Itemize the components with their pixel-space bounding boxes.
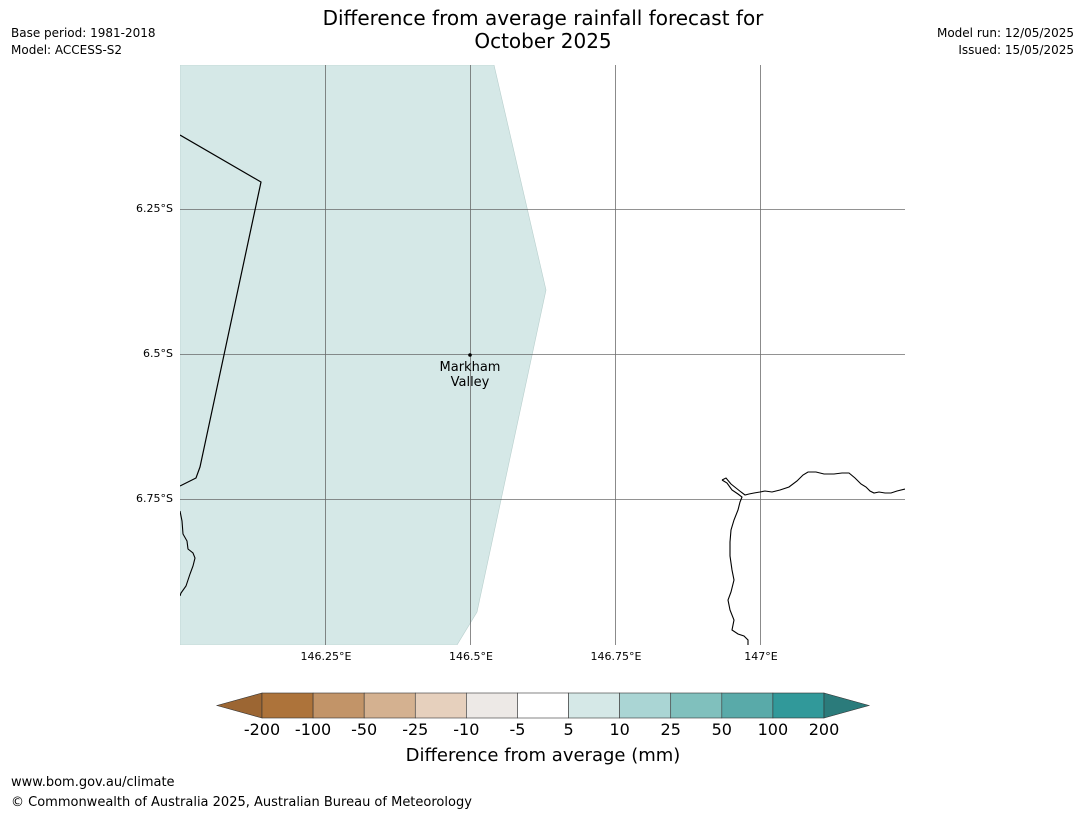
lat-label-6-25: 6.25°S bbox=[136, 202, 173, 215]
lon-label-146-25: 146.25°E bbox=[300, 650, 352, 663]
colorbar-tick-label: -25 bbox=[402, 720, 429, 739]
colorbar-tick-label: 5 bbox=[563, 720, 574, 739]
colorbar-swatch bbox=[312, 692, 365, 719]
footer-url: www.bom.gov.au/climate bbox=[11, 775, 175, 790]
footer-copyright: © Commonwealth of Australia 2025, Austra… bbox=[11, 795, 472, 810]
header-right: Model run: 12/05/2025 Issued: 15/05/2025 bbox=[937, 25, 1074, 59]
colorbar-tick-label: -100 bbox=[294, 720, 332, 739]
issued-text: Issued: 15/05/2025 bbox=[958, 43, 1074, 57]
map-title: Difference from average rainfall forecas… bbox=[243, 7, 843, 53]
coastline-peninsula bbox=[721, 479, 749, 645]
boundary-line bbox=[180, 134, 262, 487]
lat-label-6-5: 6.5°S bbox=[143, 347, 173, 360]
title-line-1: Difference from average rainfall forecas… bbox=[322, 6, 764, 30]
colorbar-title: Difference from average (mm) bbox=[405, 745, 681, 766]
colorbar-tick-label: -50 bbox=[351, 720, 378, 739]
colorbar-tick-label: -200 bbox=[243, 720, 281, 739]
place-label: Markham Valley bbox=[420, 360, 520, 390]
colorbar-swatch bbox=[619, 692, 672, 719]
lat-label-6-75: 6.75°S bbox=[136, 492, 173, 505]
lon-label-146-75: 146.75°E bbox=[590, 650, 642, 663]
colorbar-extend-low bbox=[215, 692, 263, 719]
colorbar-swatch bbox=[466, 692, 518, 719]
colorbar-swatch bbox=[670, 692, 723, 719]
place-marker bbox=[468, 353, 472, 357]
lon-label-147: 147°E bbox=[744, 650, 778, 663]
base-period-text: Base period: 1981-2018 bbox=[11, 26, 156, 40]
colorbar-tick-label: 25 bbox=[660, 720, 681, 739]
place-name-line-2: Valley bbox=[450, 375, 490, 390]
title-line-2: October 2025 bbox=[474, 29, 612, 53]
colorbar-tick-label: 200 bbox=[808, 720, 840, 739]
west-coastline bbox=[180, 510, 196, 597]
model-run-text: Model run: 12/05/2025 bbox=[936, 26, 1074, 40]
header-left: Base period: 1981-2018 Model: ACCESS-S2 bbox=[11, 25, 156, 59]
place-name-line-1: Markham bbox=[439, 360, 501, 375]
model-text: Model: ACCESS-S2 bbox=[11, 43, 123, 57]
colorbar-tick-label: -10 bbox=[453, 720, 480, 739]
colorbar-tick-label: -5 bbox=[509, 720, 526, 739]
colorbar-tick-label: 50 bbox=[711, 720, 732, 739]
lon-label-146-5: 146.5°E bbox=[449, 650, 493, 663]
east-coastline bbox=[721, 471, 905, 496]
colorbar-tick-label: 10 bbox=[609, 720, 630, 739]
colorbar-swatch bbox=[363, 692, 416, 719]
colorbar-swatch bbox=[568, 692, 620, 719]
colorbar-swatch bbox=[414, 692, 467, 719]
colorbar-swatch bbox=[261, 692, 314, 719]
forecast-fill-region bbox=[180, 65, 547, 645]
colorbar-extend-high bbox=[823, 692, 871, 719]
colorbar-swatch bbox=[721, 692, 774, 719]
colorbar-swatch bbox=[772, 692, 825, 719]
colorbar-swatch bbox=[517, 692, 569, 719]
colorbar-tick-label: 100 bbox=[757, 720, 789, 739]
